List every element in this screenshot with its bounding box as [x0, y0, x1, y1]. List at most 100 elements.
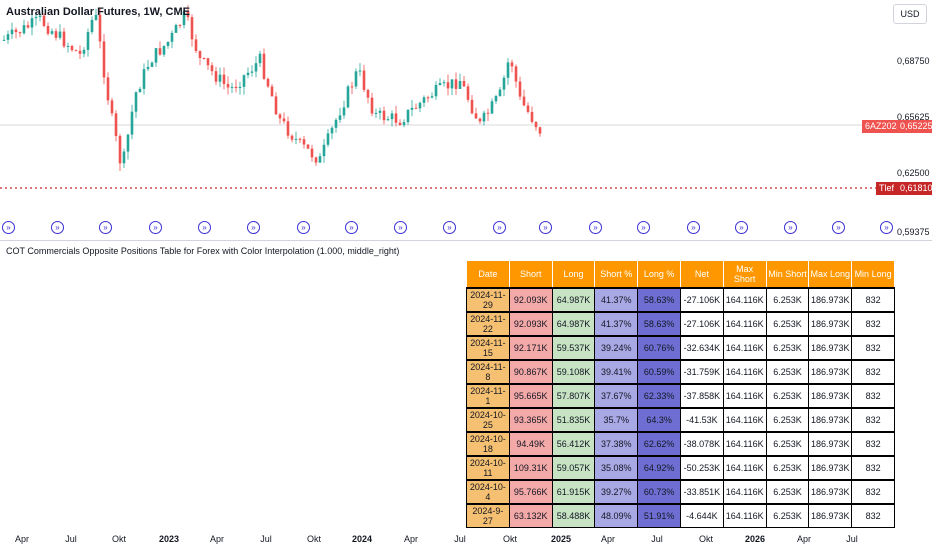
table-cell: 186.973K	[808, 431, 853, 457]
candle-body	[366, 89, 370, 98]
table-cell: 61.915K	[551, 479, 596, 505]
table-cell: 164.116K	[722, 479, 767, 505]
arrow-right-circle-icon[interactable]: »	[198, 221, 211, 234]
table-row: 2024-11-1 95.665K 57.807K 37.67% 62.33% -37.8…	[466, 383, 895, 409]
table-cell: 186.973K	[808, 407, 853, 433]
arrow-right-circle-icon[interactable]: »	[297, 221, 310, 234]
candle-body	[374, 112, 378, 114]
arrow-right-circle-icon[interactable]: »	[247, 221, 260, 234]
currency-button[interactable]: USD	[893, 4, 927, 24]
table-cell: -38.078K	[679, 431, 724, 457]
candle-body	[318, 156, 322, 163]
table-cell: 6.253K	[765, 383, 810, 409]
candle-body	[226, 83, 230, 88]
table-cell: 64.987K	[551, 311, 596, 337]
table-cell: -31.759K	[679, 359, 724, 385]
candle-body	[114, 113, 118, 137]
arrow-right-circle-icon[interactable]: »	[784, 221, 797, 234]
candle-body	[238, 86, 242, 89]
arrow-right-circle-icon[interactable]: »	[589, 221, 602, 234]
table-cell: 48.09%	[594, 503, 639, 528]
candle-body	[522, 96, 526, 106]
table-cell: 186.973K	[808, 335, 853, 361]
candle-body	[230, 86, 234, 88]
arrow-right-circle-icon[interactable]: »	[394, 221, 407, 234]
candle-body	[474, 113, 478, 119]
candle-body	[502, 77, 506, 90]
candle-body	[170, 32, 174, 42]
arrow-right-circle-icon[interactable]: »	[880, 221, 893, 234]
arrow-right-circle-icon[interactable]: »	[735, 221, 748, 234]
time-axis-label: Okt	[698, 534, 714, 544]
table-cell: 57.807K	[551, 383, 596, 409]
table-cell: 60.73%	[637, 479, 681, 505]
arrow-right-circle-icon[interactable]: »	[345, 221, 358, 234]
candle-body	[278, 114, 282, 119]
table-cell: 2024-9-27	[466, 503, 510, 528]
candle-body	[118, 136, 122, 164]
table-cell: 39.24%	[594, 335, 639, 361]
candle-body	[62, 31, 66, 47]
time-axis-label: Jul	[260, 534, 272, 544]
table-cell: 6.253K	[765, 503, 810, 528]
candle-body	[102, 41, 106, 78]
table-cell: 832	[851, 311, 895, 337]
candle-body	[46, 25, 50, 34]
table-row: 2024-11-29 92.093K 64.987K 41.37% 58.63% -27.…	[466, 287, 895, 313]
table-row: 2024-11-22 92.093K 64.987K 41.37% 58.63% -27.…	[466, 311, 895, 337]
arrow-right-circle-icon[interactable]: »	[51, 221, 64, 234]
table-cell: 109.31K	[508, 455, 553, 481]
tlef-price-tag: 0,61810	[897, 182, 932, 195]
time-axis-label: Jul	[65, 534, 77, 544]
candle-body	[406, 109, 410, 123]
table-cell: -41.53K	[679, 407, 724, 433]
table-cell: 832	[851, 455, 895, 481]
pane-divider[interactable]	[0, 240, 932, 241]
candle-body	[498, 89, 502, 97]
candle-body	[106, 77, 110, 101]
table-cell: 6.253K	[765, 455, 810, 481]
table-cell: 186.973K	[808, 503, 853, 528]
candle-body	[30, 18, 34, 28]
candle-body	[342, 107, 346, 116]
candlestick-chart[interactable]	[0, 0, 932, 240]
table-cell: 64.3%	[637, 407, 681, 433]
price-axis-label: 0,59375	[897, 227, 930, 237]
candle-body	[78, 50, 82, 54]
candle-body	[214, 71, 218, 82]
candle-body	[338, 115, 342, 120]
candle-body	[478, 118, 482, 122]
cot-table: Date Short Long Short % Long % Net Max Short Mi…	[466, 260, 895, 528]
candle-body	[2, 39, 6, 41]
candle-body	[98, 14, 102, 42]
time-axis-label: Apr	[600, 534, 616, 544]
candle-body	[330, 127, 334, 134]
arrow-right-circle-icon[interactable]: »	[539, 221, 552, 234]
candle-body	[138, 88, 142, 93]
arrow-right-circle-icon[interactable]: »	[99, 221, 112, 234]
price-chart-pane[interactable]	[0, 0, 932, 240]
table-header-cell: Max Short	[722, 260, 767, 289]
arrow-right-circle-icon[interactable]: »	[443, 221, 456, 234]
candle-body	[466, 86, 470, 100]
table-cell: 186.973K	[808, 311, 853, 337]
candle-body	[58, 31, 62, 38]
arrow-right-circle-icon[interactable]: »	[149, 221, 162, 234]
candle-body	[470, 99, 474, 114]
table-row: 2024-10-4 95.766K 61.915K 39.27% 60.73% -33.8…	[466, 479, 895, 505]
candle-body	[22, 25, 26, 34]
arrow-right-circle-icon[interactable]: »	[637, 221, 650, 234]
table-row: 2024-10-11 109.31K 59.057K 35.08% 64.92% -50.…	[466, 455, 895, 481]
arrow-right-circle-icon[interactable]: »	[2, 221, 15, 234]
candle-body	[270, 86, 274, 97]
candle-body	[66, 45, 70, 47]
candle-body	[234, 86, 238, 89]
arrow-right-circle-icon[interactable]: »	[493, 221, 506, 234]
time-axis-label: Apr	[14, 534, 30, 544]
candle-body	[190, 17, 194, 40]
table-cell: 59.537K	[551, 335, 596, 361]
arrow-right-circle-icon[interactable]: »	[687, 221, 700, 234]
table-cell: 93.365K	[508, 407, 553, 433]
arrow-right-circle-icon[interactable]: »	[832, 221, 845, 234]
symbol-tag: 6AZ2024	[862, 120, 905, 133]
